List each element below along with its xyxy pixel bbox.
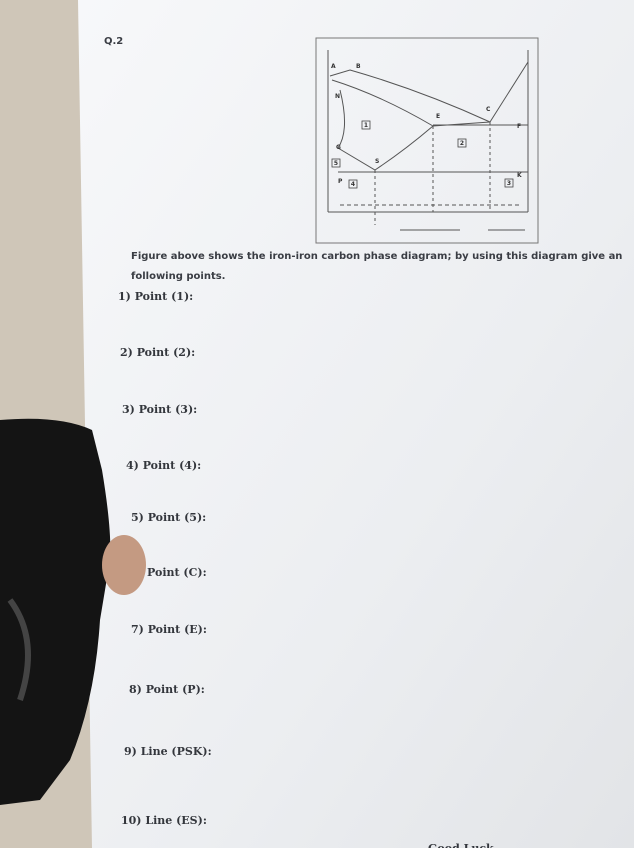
question-item: 2) Point (2): — [120, 346, 195, 359]
point-label: C — [486, 106, 491, 113]
region-box — [504, 178, 514, 188]
question-item: 8) Point (P): — [129, 683, 205, 696]
point-label: B — [356, 63, 361, 70]
question-item: 1) Point (1): — [118, 290, 193, 303]
point-label: N — [335, 93, 340, 100]
point-label: A — [331, 63, 336, 70]
point-label: E — [436, 113, 440, 120]
glove — [0, 418, 111, 805]
region-box — [361, 120, 371, 130]
question-item: 3) Point (3): — [122, 403, 197, 416]
point-label: K — [517, 172, 522, 179]
question-item: 7) Point (E): — [131, 623, 207, 636]
region-box — [457, 138, 467, 148]
glove-fold — [7, 598, 31, 701]
thumb — [102, 535, 146, 595]
instruction: following points. — [131, 271, 225, 282]
point-label: S — [375, 158, 379, 165]
question-item: 5) Point (5): — [131, 511, 206, 524]
phase-diagram — [315, 37, 539, 244]
question-item: Point (C): — [147, 566, 207, 579]
question-number: Q.2 — [104, 36, 123, 47]
region-box — [348, 179, 358, 189]
region-label: 4 — [351, 181, 355, 188]
region-label: 2 — [460, 140, 464, 147]
point-label: P — [338, 178, 343, 185]
instruction: Figure above shows the iron-iron carbon … — [131, 251, 622, 262]
question-item: 10) Line (ES): — [121, 814, 207, 827]
region-box — [331, 158, 341, 168]
point-label: F — [517, 123, 521, 130]
region-label: 5 — [334, 160, 338, 167]
paper — [78, 0, 634, 848]
question-item: 4) Point (4): — [126, 459, 201, 472]
footer: Good Luck — [428, 842, 494, 848]
point-label: G — [336, 144, 341, 151]
region-label: 1 — [364, 122, 368, 129]
region-label: 3 — [507, 180, 511, 187]
question-item: 9) Line (PSK): — [124, 745, 212, 758]
